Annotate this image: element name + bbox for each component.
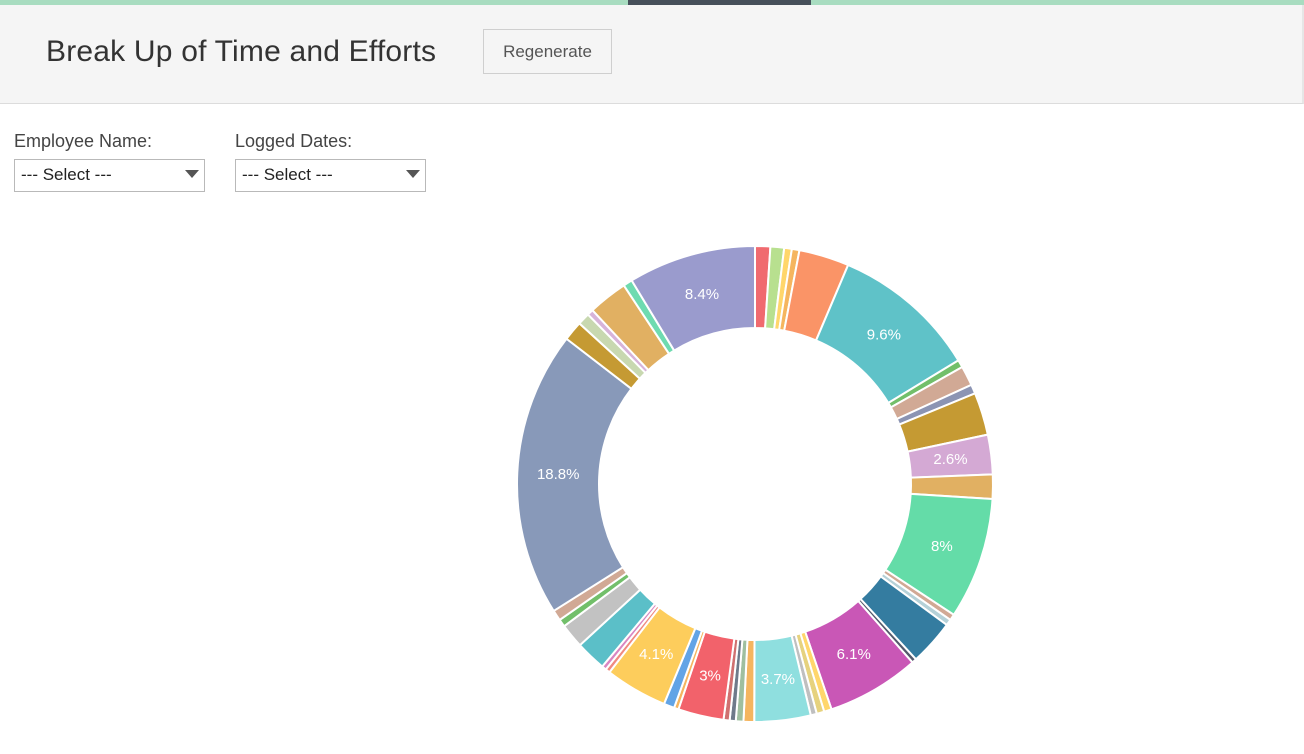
regenerate-button[interactable]: Regenerate [483, 29, 612, 74]
donut-slice-42[interactable] [630, 244, 756, 352]
slice-label-26: 3% [699, 667, 721, 684]
top-progress-strip [0, 0, 1304, 5]
logged-dates-select[interactable]: --- Select --- [235, 159, 426, 192]
slice-label-21: 3.7% [761, 671, 795, 688]
logged-dates-select-value: --- Select --- [242, 165, 333, 184]
slice-label-36: 18.8% [537, 466, 580, 483]
slice-label-42: 8.4% [685, 286, 719, 303]
logged-dates-label: Logged Dates: [235, 131, 353, 151]
slice-label-29: 4.1% [639, 646, 673, 663]
chevron-down-icon [406, 170, 420, 178]
top-strip-active-segment [628, 0, 811, 5]
employee-name-label: Employee Name: [14, 131, 153, 151]
slice-label-10: 2.6% [933, 451, 967, 468]
slice-label-17: 6.1% [837, 646, 871, 663]
page-title: Break Up of Time and Efforts [46, 35, 437, 68]
slice-label-5: 9.6% [867, 327, 901, 344]
employee-name-select[interactable]: --- Select --- [14, 159, 205, 192]
employee-name-select-value: --- Select --- [21, 165, 112, 184]
slice-label-12: 8% [931, 538, 953, 555]
page-header: Break Up of Time and Efforts Regenerate [0, 5, 1304, 104]
chevron-down-icon [185, 170, 199, 178]
